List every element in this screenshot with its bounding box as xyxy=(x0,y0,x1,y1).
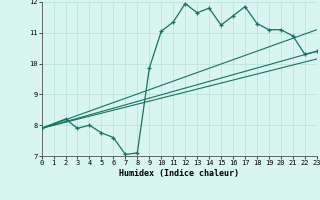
X-axis label: Humidex (Indice chaleur): Humidex (Indice chaleur) xyxy=(119,169,239,178)
